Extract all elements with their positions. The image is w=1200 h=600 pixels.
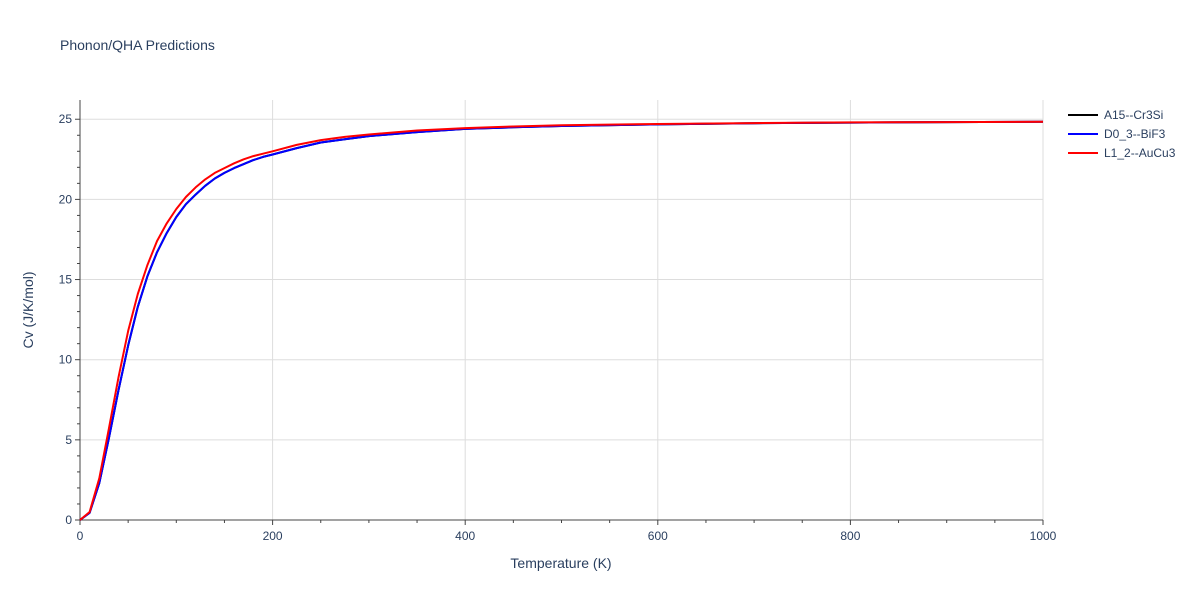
legend-item[interactable]: L1_2--AuCu3 xyxy=(1068,146,1176,160)
legend-item[interactable]: D0_3--BiF3 xyxy=(1068,127,1166,141)
y-tick-label: 5 xyxy=(65,433,72,447)
series-line-l1-2-aucu3 xyxy=(79,120,1044,521)
y-tick-label: 20 xyxy=(59,192,73,206)
y-tick-label: 25 xyxy=(59,112,73,126)
x-axis-ticks: 0 200 400 600 800 1000 xyxy=(77,520,1057,543)
x-tick-label: 1000 xyxy=(1030,529,1057,543)
legend-label: A15--Cr3Si xyxy=(1104,108,1163,122)
x-tick-label: 800 xyxy=(840,529,860,543)
chart-title: Phonon/QHA Predictions xyxy=(60,37,215,53)
y-axis-title: Cv (J/K/mol) xyxy=(20,272,36,349)
x-tick-label: 200 xyxy=(263,529,283,543)
legend-label: D0_3--BiF3 xyxy=(1104,127,1166,141)
grid-lines xyxy=(80,100,1044,520)
x-tick-label: 600 xyxy=(648,529,668,543)
y-tick-label: 10 xyxy=(59,353,73,367)
series-line-a15-cr3si xyxy=(79,120,1044,521)
y-tick-label: 0 xyxy=(65,513,72,527)
x-tick-label: 0 xyxy=(77,529,84,543)
series-lines xyxy=(79,120,1044,521)
x-axis-title: Temperature (K) xyxy=(510,555,611,571)
y-tick-label: 15 xyxy=(59,273,73,287)
axes xyxy=(79,100,1043,521)
x-tick-label: 400 xyxy=(455,529,475,543)
legend[interactable]: A15--Cr3Si D0_3--BiF3 L1_2--AuCu3 xyxy=(1068,108,1176,160)
legend-label: L1_2--AuCu3 xyxy=(1104,146,1176,160)
y-axis-ticks: 0 5 10 15 20 25 xyxy=(59,112,80,527)
series-line-d0-3-bif3 xyxy=(79,120,1044,521)
legend-item[interactable]: A15--Cr3Si xyxy=(1068,108,1163,122)
